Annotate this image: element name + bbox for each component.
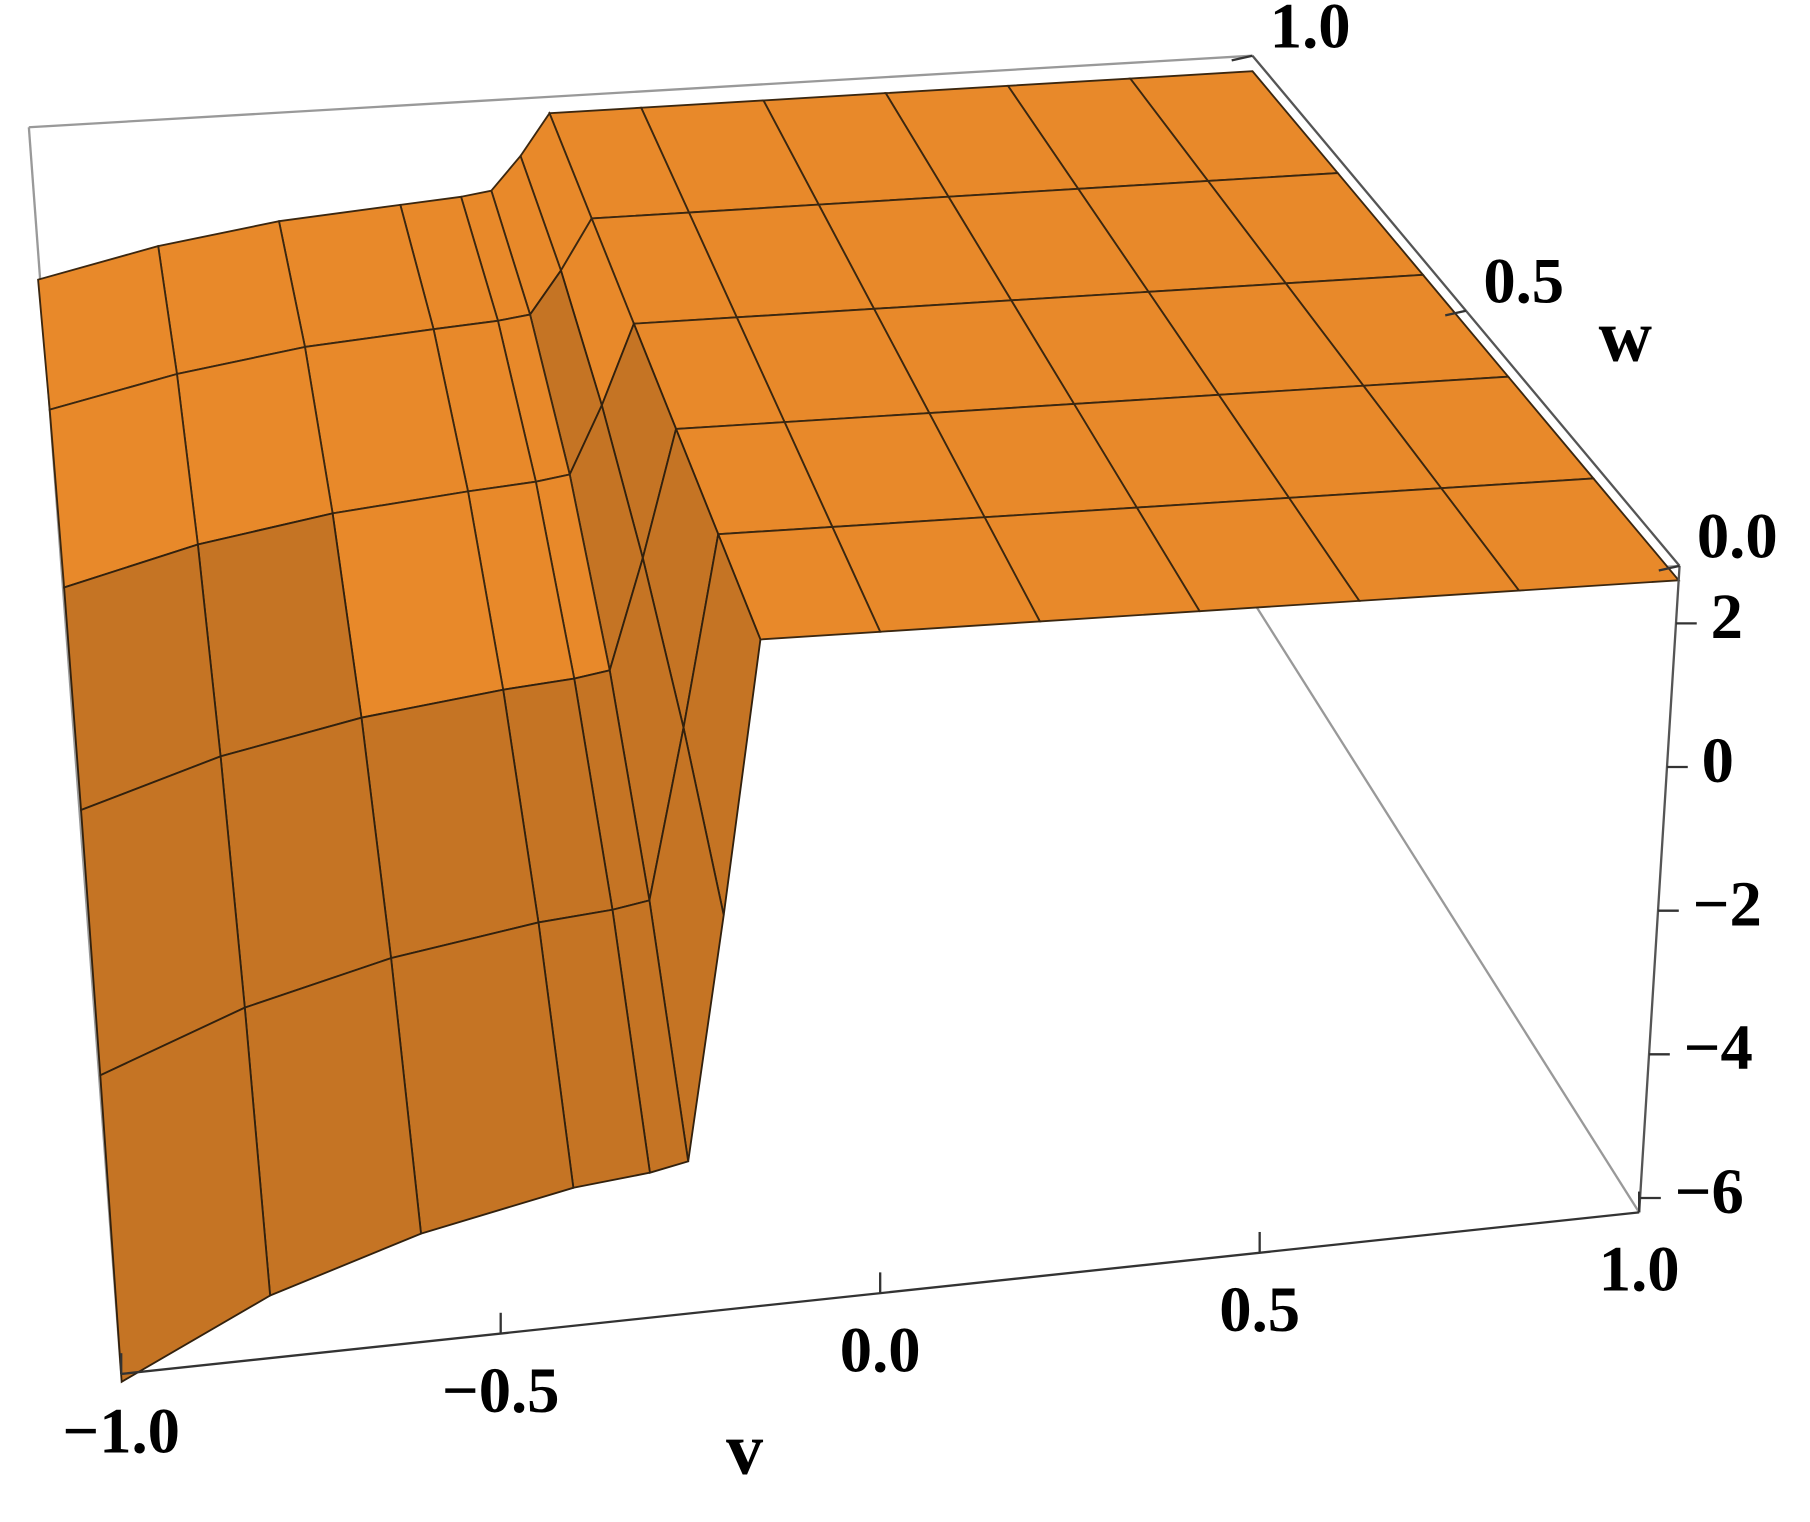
y-tick-label: 0.0 (1697, 500, 1778, 572)
z-tick-label: −4 (1684, 1011, 1753, 1083)
x-tick-label: −1.0 (62, 1394, 180, 1466)
surface-patch (196, 512, 363, 758)
y-tick (1231, 54, 1253, 62)
y-tick-label: 0.5 (1483, 245, 1564, 317)
frame-edge (1251, 599, 1641, 1213)
surface-patch (175, 345, 334, 546)
frame-edge (28, 54, 1253, 129)
z-tick-label: 0 (1702, 724, 1734, 796)
surface (37, 70, 1681, 1384)
surface-patch (243, 956, 423, 1297)
frame-edge (1638, 565, 1681, 1213)
y-axis-label: w (1599, 295, 1652, 377)
x-tick-label: −0.5 (442, 1354, 560, 1426)
z-tick-label: −2 (1693, 868, 1762, 940)
front-frame: −1.0−0.50.00.51.00.00.51.0−6−4−202 (62, 0, 1777, 1466)
y-tick-label: 1.0 (1270, 0, 1351, 61)
z-tick-label: −6 (1675, 1155, 1744, 1227)
z-tick-label: 2 (1711, 580, 1743, 652)
y-tick (1444, 309, 1467, 317)
x-axis-label: v (726, 1408, 763, 1490)
surface-patch (99, 1006, 272, 1384)
x-tick-label: 0.5 (1219, 1273, 1300, 1345)
x-tick-label: 0.0 (840, 1313, 921, 1385)
y-tick (1658, 564, 1680, 572)
surface-patch (219, 716, 393, 1009)
x-tick-label: 1.0 (1599, 1233, 1680, 1305)
